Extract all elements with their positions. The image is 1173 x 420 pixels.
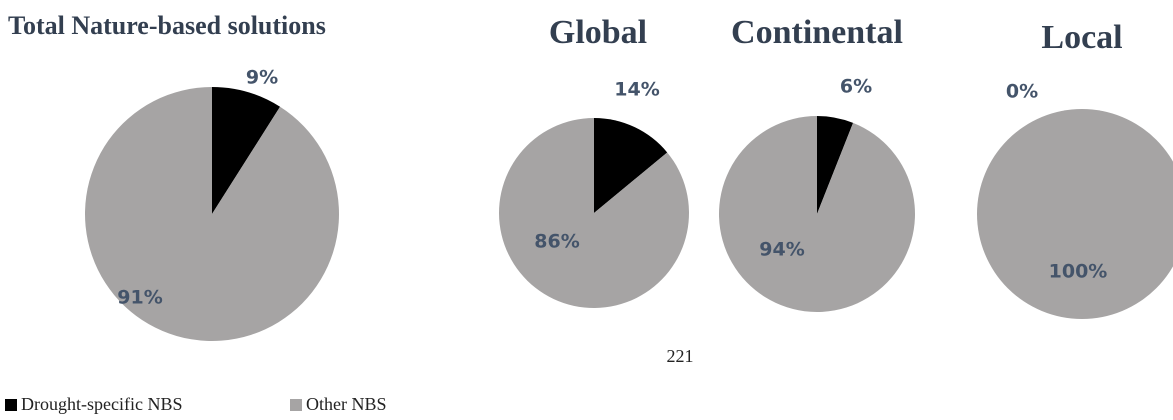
chart-title: Local — [1041, 19, 1122, 56]
pie-slice — [84, 87, 339, 341]
chart-title: Global — [549, 14, 647, 51]
data-label: 86% — [534, 231, 579, 253]
data-label: 94% — [759, 239, 804, 261]
pie-slice — [719, 116, 916, 312]
pie-slice — [977, 109, 1173, 319]
data-label: 6% — [840, 76, 872, 98]
page-number: 221 — [667, 346, 694, 366]
legend-swatch — [290, 399, 302, 411]
chart-title: Continental — [731, 14, 903, 51]
data-label: 14% — [614, 79, 659, 101]
data-label: 9% — [246, 67, 278, 89]
data-label: 100% — [1049, 261, 1108, 283]
data-label: 91% — [117, 287, 162, 309]
pie-slice — [594, 118, 668, 213]
data-label: 0% — [1006, 81, 1038, 103]
legend-label: Other NBS — [306, 394, 387, 414]
pie-slice — [499, 118, 689, 308]
pie-slice — [817, 116, 854, 214]
legend-label: Drought-specific NBS — [21, 394, 182, 414]
pie-slice — [212, 87, 281, 214]
legend-swatch — [5, 399, 17, 411]
chart-title: Total Nature-based solutions — [8, 11, 326, 40]
